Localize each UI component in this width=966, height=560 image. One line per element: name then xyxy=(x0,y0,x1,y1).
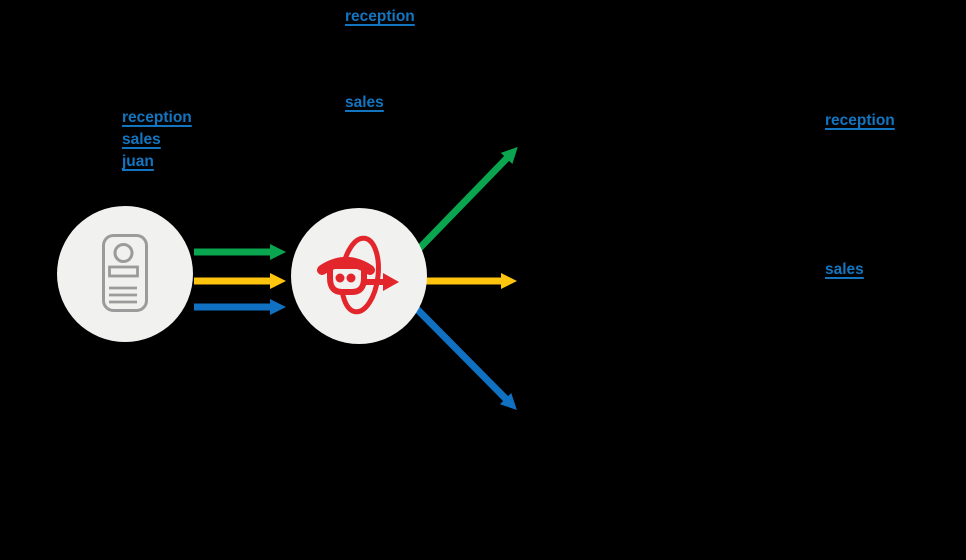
door-link-juan[interactable]: juan xyxy=(122,153,154,170)
door-station-node xyxy=(57,206,193,342)
destination-link-reception[interactable]: reception xyxy=(825,112,895,129)
arrow-out-green xyxy=(407,146,518,261)
call-router-node xyxy=(291,208,427,344)
phone-orbit-routing-icon xyxy=(317,235,399,315)
router-link-reception[interactable]: reception xyxy=(345,8,415,25)
arrow-out-blue xyxy=(408,300,517,410)
door-station-extension-list: reception sales juan xyxy=(122,109,192,175)
door-link-sales[interactable]: sales xyxy=(122,131,161,148)
door-link-reception[interactable]: reception xyxy=(122,109,192,126)
router-link-sales[interactable]: sales xyxy=(345,94,384,111)
door-intercom-icon xyxy=(102,234,148,312)
destination-link-sales[interactable]: sales xyxy=(825,261,864,278)
